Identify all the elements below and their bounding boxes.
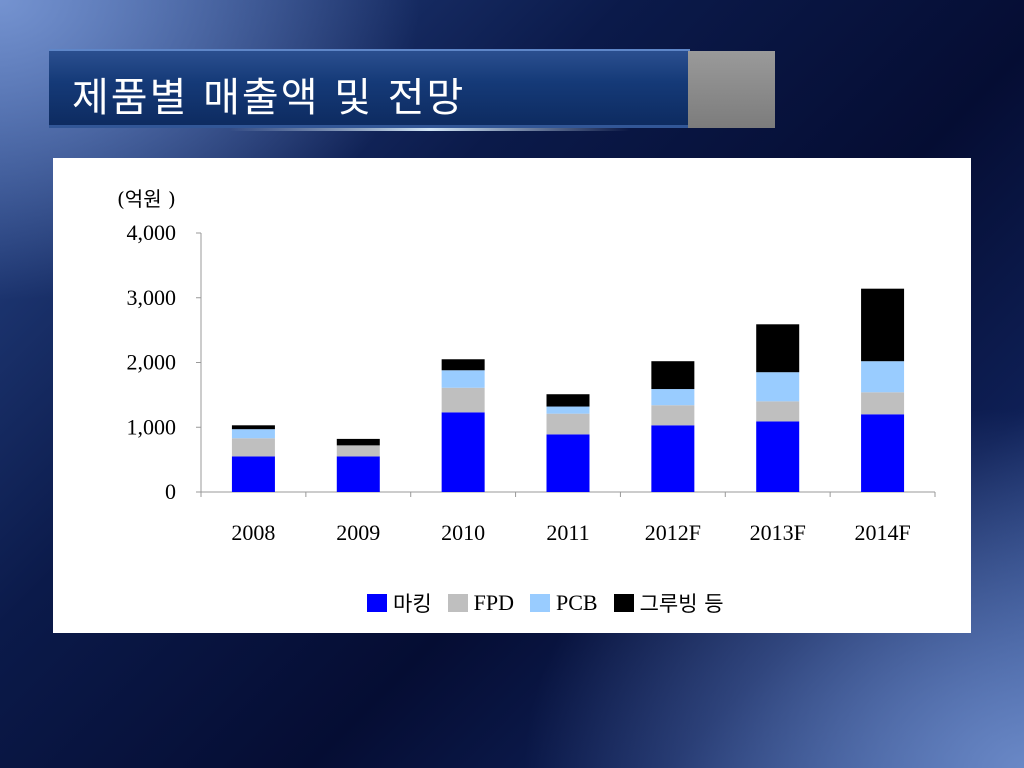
- bar-segment: [441, 412, 485, 492]
- bar-segment: [756, 324, 800, 373]
- x-category-label: 2014F: [854, 520, 910, 545]
- legend-item: 그루빙 등: [613, 588, 724, 618]
- bar-segment: [861, 414, 905, 492]
- legend-item: 마킹: [367, 588, 432, 618]
- bar-segment: [861, 361, 905, 393]
- bar-segment: [546, 413, 590, 435]
- legend-label: PCB: [556, 590, 598, 615]
- bar-segment: [651, 389, 695, 406]
- legend-swatch: [447, 594, 468, 612]
- y-unit-label: (억원 ): [117, 187, 176, 211]
- legend-label: 마킹: [393, 592, 432, 616]
- bar-segment: [546, 406, 590, 414]
- stacked-bar-chart: 0 1,000 2,000 3,000 4,000 2008 2009 2010 2011 201…: [127, 220, 936, 545]
- legend-label: FPD: [473, 590, 514, 615]
- bar-segment: [336, 438, 380, 446]
- legend-swatch: [367, 594, 387, 612]
- x-category-label: 2008: [231, 520, 275, 545]
- title-bar: 제품별 매출액 및 전망: [49, 49, 690, 131]
- slide-title: 제품별 매출액 및 전망: [72, 75, 466, 121]
- bar-segment: [756, 421, 800, 492]
- chart-legend: 마킹 FPD PCB 그루빙 등: [367, 588, 740, 618]
- bar-segment: [861, 288, 905, 362]
- bar-segment: [651, 361, 695, 390]
- x-category-label: 2013F: [750, 520, 806, 545]
- bar-segment: [441, 370, 485, 388]
- bar-segment: [441, 387, 485, 413]
- y-tick-label: 4,000: [127, 220, 177, 245]
- legend-item: PCB: [530, 590, 598, 616]
- bar-segment: [336, 445, 380, 457]
- legend-item: FPD: [447, 590, 514, 616]
- bar-segment: [756, 372, 800, 402]
- x-category-label: 2010: [441, 520, 485, 545]
- bar-segment: [546, 434, 590, 492]
- y-tick-label: 1,000: [127, 414, 177, 439]
- bar-segment: [651, 425, 695, 492]
- x-category-label: 2012F: [645, 520, 701, 545]
- chart-panel: 0 1,000 2,000 3,000 4,000 2008 2009 2010 2011 201…: [53, 158, 971, 633]
- x-category-label: 2011: [546, 520, 589, 545]
- y-tick-label: 3,000: [127, 285, 177, 310]
- bar-segment: [231, 425, 275, 430]
- x-category-label: 2009: [336, 520, 380, 545]
- bar-segment: [231, 456, 275, 492]
- bar-segment: [231, 438, 275, 457]
- bar-segment: [441, 359, 485, 371]
- bar-segment: [231, 429, 275, 439]
- y-tick-label: 0: [165, 479, 176, 504]
- y-tick-label: 2,000: [127, 350, 177, 375]
- legend-label: 그루빙 등: [639, 592, 724, 616]
- bar-segment: [336, 456, 380, 492]
- bar-segment: [546, 394, 590, 407]
- legend-swatch: [530, 594, 550, 612]
- bar-segment: [651, 405, 695, 426]
- title-accent-block: [688, 51, 775, 128]
- bar-segment: [861, 392, 905, 415]
- legend-swatch: [613, 594, 634, 612]
- bar-segment: [756, 401, 800, 422]
